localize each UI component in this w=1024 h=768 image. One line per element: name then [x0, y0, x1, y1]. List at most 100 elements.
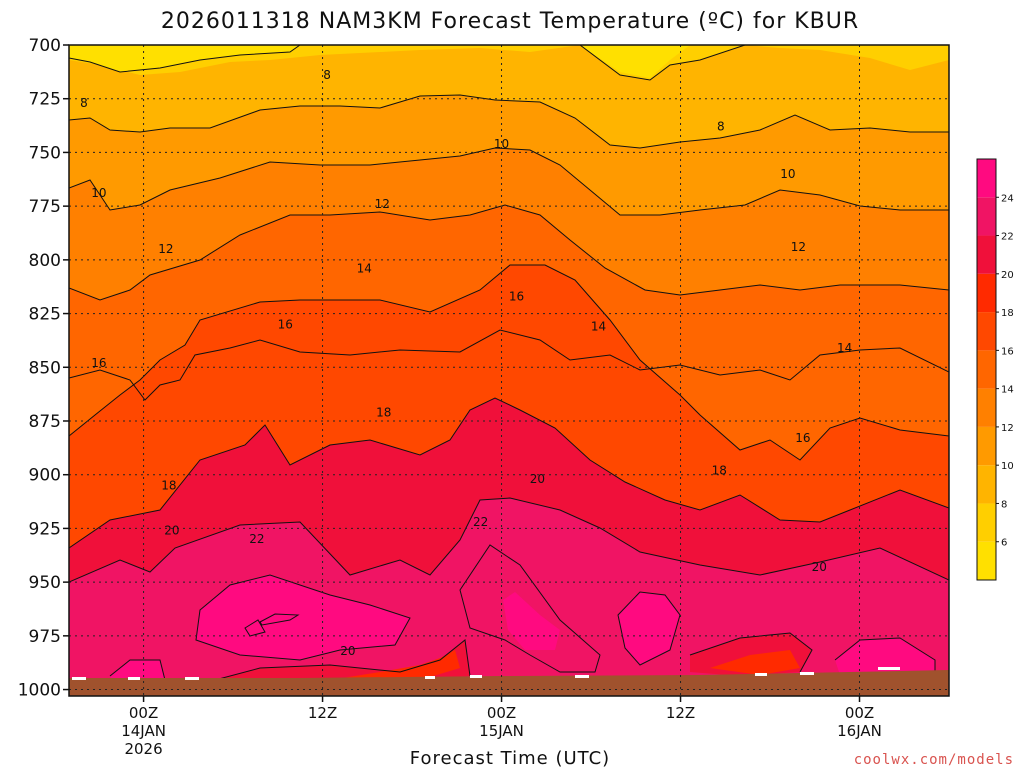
colorbar-tick-label: 14	[1001, 385, 1014, 396]
contour-lines	[69, 45, 949, 685]
colorbar-frame	[976, 158, 997, 581]
field-4-6	[69, 45, 300, 72]
colorbar-tick-label: 6	[1001, 538, 1007, 549]
y-tick-label: 850	[29, 358, 61, 378]
contour-line	[69, 264, 949, 461]
contour-line	[69, 147, 949, 216]
contour-label: 12	[375, 197, 390, 211]
colorbar-tick-label: 12	[1001, 423, 1014, 434]
field-8-10	[69, 45, 949, 148]
colorbar-swatch	[977, 426, 996, 466]
contour-label: 10	[780, 167, 795, 181]
colorbar-tick-label: 22	[1001, 232, 1014, 243]
colorbar: 6 8 10 12 14 16 18 20 22 24	[976, 158, 1014, 581]
contour-line	[69, 397, 949, 549]
contour-line	[69, 94, 949, 149]
x-tick-label: 00Z	[129, 704, 158, 722]
surface-mark	[755, 673, 767, 676]
x-axis-label: Forecast Time (UTC)	[410, 748, 610, 768]
contour-label: 16	[278, 317, 293, 331]
contour-line	[195, 574, 411, 661]
field-18-20-bottomright	[710, 650, 800, 675]
colorbar-swatch	[977, 235, 996, 274]
contour-line	[244, 619, 266, 637]
y-tick-label: 925	[29, 519, 61, 539]
y-tick-label: 1000	[18, 681, 61, 701]
x-tick-label: 14JAN	[121, 722, 166, 740]
surface-mark	[470, 675, 482, 678]
y-tick-label: 775	[29, 197, 61, 217]
contour-label: 16	[795, 431, 810, 445]
colorbar-swatch	[977, 350, 996, 389]
contour-label: 8	[717, 120, 725, 134]
colorbar-swatch	[977, 503, 996, 542]
field-20-22	[69, 398, 949, 696]
contour-label: 8	[80, 96, 88, 110]
x-tick-label: 12Z	[308, 704, 337, 722]
y-tick-label: 800	[29, 251, 61, 271]
surface-mark	[800, 672, 814, 675]
y-tick-label: 875	[29, 412, 61, 432]
contour-line	[689, 632, 813, 673]
field-6-8	[69, 45, 949, 80]
colorbar-swatch	[977, 197, 996, 236]
colorbar-swatch	[977, 388, 996, 427]
x-tick-label: 16JAN	[837, 722, 882, 740]
y-tick-label: 900	[29, 466, 61, 486]
contour-label: 10	[494, 137, 509, 151]
contour-line	[579, 45, 746, 81]
contour-line	[69, 497, 949, 583]
contour-label: 20	[340, 644, 355, 658]
field-4-6b	[580, 45, 690, 78]
contour-label: 20	[530, 472, 545, 486]
contour-label: 22	[249, 532, 264, 546]
colorbar-tick-label: 16	[1001, 346, 1014, 357]
surface-mark	[575, 675, 589, 678]
contour-label: 12	[158, 242, 173, 256]
contour-line	[834, 637, 936, 675]
field-24-26e	[835, 638, 935, 675]
contour-label: 16	[91, 356, 106, 370]
contour-line	[69, 329, 949, 401]
surface-mark	[425, 676, 435, 679]
surface-marks	[72, 667, 900, 680]
x-tick-label: 00Z	[487, 704, 516, 722]
x-tick-label: 12Z	[666, 704, 695, 722]
contour-line	[459, 544, 601, 673]
chart-title: 2026011318 NAM3KM Forecast Temperature (…	[161, 9, 859, 34]
temperature-field	[69, 45, 949, 696]
credit-text: coolwx.com/models	[854, 752, 1014, 768]
contour-label: 20	[164, 524, 179, 538]
y-tick-label: 700	[29, 36, 61, 56]
x-tick-label: 15JAN	[479, 722, 524, 740]
contour-label: 20	[812, 560, 827, 574]
colorbar-tick-label: 24	[1001, 193, 1014, 204]
colorbar-tick-label: 18	[1001, 308, 1014, 319]
y-tick-label: 825	[29, 305, 61, 325]
contour-label: 16	[509, 289, 524, 303]
y-tick-label: 950	[29, 573, 61, 593]
y-tick-label: 725	[29, 90, 61, 110]
grid	[69, 45, 949, 696]
contour-label: 14	[357, 261, 372, 275]
contour-line	[617, 591, 681, 666]
colorbar-tick-label: 10	[1001, 461, 1014, 472]
surface-mark	[185, 677, 199, 680]
x-tick-label: 2026	[124, 740, 162, 758]
contour-label: 10	[91, 186, 106, 200]
contour-line	[69, 204, 949, 301]
surface-mark	[128, 677, 140, 680]
y-tick-label: 750	[29, 143, 61, 163]
contour-label: 14	[591, 319, 606, 333]
contour-label: 8	[323, 68, 331, 82]
contour-label: 18	[161, 478, 176, 492]
colorbar-swatch	[977, 465, 996, 504]
y-axis: 700 725 750 775 800 825 850 875 900 925 950 975 1000	[18, 36, 69, 701]
field-24-26c	[618, 592, 680, 665]
contour-labels: 8 8 8 10 10 10 12 12 12 14 14 14 16 16 16 16 18 18 18 20 20 2…	[80, 68, 852, 658]
contour-line	[199, 639, 471, 685]
plot-frame	[68, 44, 950, 697]
colorbar-swatch	[977, 159, 996, 198]
contour-line	[259, 613, 300, 626]
